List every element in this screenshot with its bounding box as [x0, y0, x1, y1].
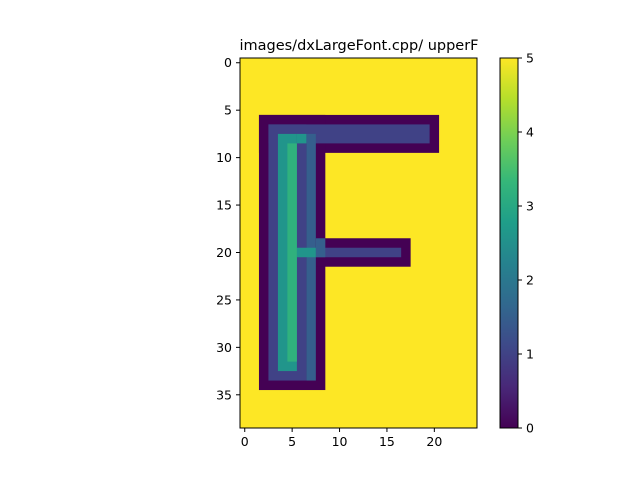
heatmap-area: [239, 57, 478, 429]
x-tick-label: 0: [241, 434, 249, 449]
colorbar-tick-label: 3: [526, 199, 534, 214]
heatmap-cell-block: [296, 133, 307, 144]
colorbar-tick-label: 1: [526, 347, 534, 362]
colorbar-tick-label: 2: [526, 273, 534, 288]
y-tick-label: 15: [216, 198, 232, 213]
heatmap-cell-block: [287, 143, 297, 362]
y-tick-label: 25: [216, 292, 232, 307]
x-tick-label: 5: [288, 434, 296, 449]
heatmap-cell-block: [315, 238, 326, 258]
x-axis: 0 5 10 15 20: [241, 428, 442, 449]
chart-title: images/dxLargeFont.cpp/ upperF: [239, 38, 478, 54]
plot-frame: [239, 57, 478, 429]
colorbar-tick-label: 5: [526, 51, 534, 66]
y-tick-label: 30: [216, 340, 232, 355]
colorbar-tick-label: 4: [526, 125, 534, 140]
y-tick-label: 35: [216, 387, 232, 402]
colorbar: 0 1 2 3 4 5: [499, 51, 534, 436]
x-tick-label: 15: [379, 434, 395, 449]
y-axis: 0 5 10 15 20 25 30 35: [216, 55, 240, 402]
y-tick-label: 20: [216, 245, 232, 260]
y-tick-label: 10: [216, 150, 232, 165]
y-tick-label: 0: [224, 55, 232, 70]
y-tick-label: 5: [224, 103, 232, 118]
colorbar-gradient: [499, 57, 519, 429]
heatmap-cell-block: [296, 247, 316, 258]
colorbar-tick-label: 0: [526, 421, 534, 436]
x-tick-label: 10: [332, 434, 348, 449]
heatmap-cell-block: [315, 247, 402, 258]
x-tick-label: 20: [426, 434, 442, 449]
